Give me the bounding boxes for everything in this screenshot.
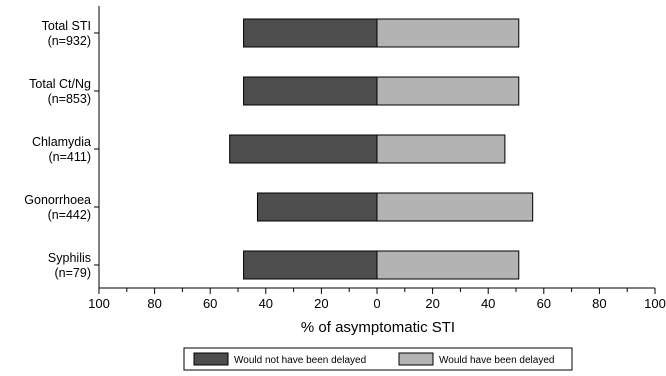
category-n-label: (n=932): [48, 34, 91, 48]
category-label: Chlamydia: [32, 135, 91, 149]
category-label: Syphilis: [48, 251, 91, 265]
x-tick-label: 100: [644, 296, 666, 311]
category-labels: Total STI(n=932) Total Ct/Ng(n=853) Chlamy…: [24, 19, 99, 280]
bar-not-delayed: [256, 192, 378, 222]
x-tick-label: 0: [373, 296, 380, 311]
x-tick-label: 100: [88, 296, 110, 311]
bar-delayed: [376, 18, 520, 48]
legend-swatch: [398, 352, 434, 366]
bar-delayed: [376, 250, 520, 280]
x-axis: 100 80 60 40 20 0 20 40 60 80 100: [88, 287, 666, 311]
bars-layer: [98, 6, 534, 288]
x-tick-label: 20: [314, 296, 328, 311]
x-tick-label: 20: [425, 296, 439, 311]
bar-not-delayed: [229, 134, 378, 164]
bar-not-delayed: [243, 76, 378, 106]
category-label: Gonorrhoea: [24, 193, 91, 207]
bar-delayed: [376, 134, 506, 164]
bar-not-delayed: [243, 18, 378, 48]
category-n-label: (n=853): [48, 92, 91, 106]
category-n-label: (n=411): [48, 150, 91, 164]
x-tick-label: 80: [592, 296, 606, 311]
legend-box: [183, 347, 573, 371]
legend: Would not have been delayed Would have be…: [183, 347, 573, 371]
x-tick-label: 40: [259, 296, 273, 311]
category-label: Total Ct/Ng: [29, 77, 91, 91]
bar-delayed: [376, 192, 534, 222]
legend-label: Would have been delayed: [439, 355, 554, 366]
category-label: Total STI: [42, 19, 91, 33]
category-n-label: (n=79): [55, 266, 91, 280]
category-n-label: (n=442): [48, 208, 91, 222]
x-tick-label: 40: [481, 296, 495, 311]
bar-not-delayed: [243, 250, 378, 280]
legend-label: Would not have been delayed: [234, 355, 366, 366]
x-axis-title: % of asymptomatic STI: [301, 319, 455, 336]
x-tick-label: 80: [147, 296, 161, 311]
x-tick-label: 60: [537, 296, 551, 311]
legend-swatch: [193, 352, 229, 366]
bar-delayed: [376, 76, 520, 106]
x-tick-label: 60: [203, 296, 217, 311]
